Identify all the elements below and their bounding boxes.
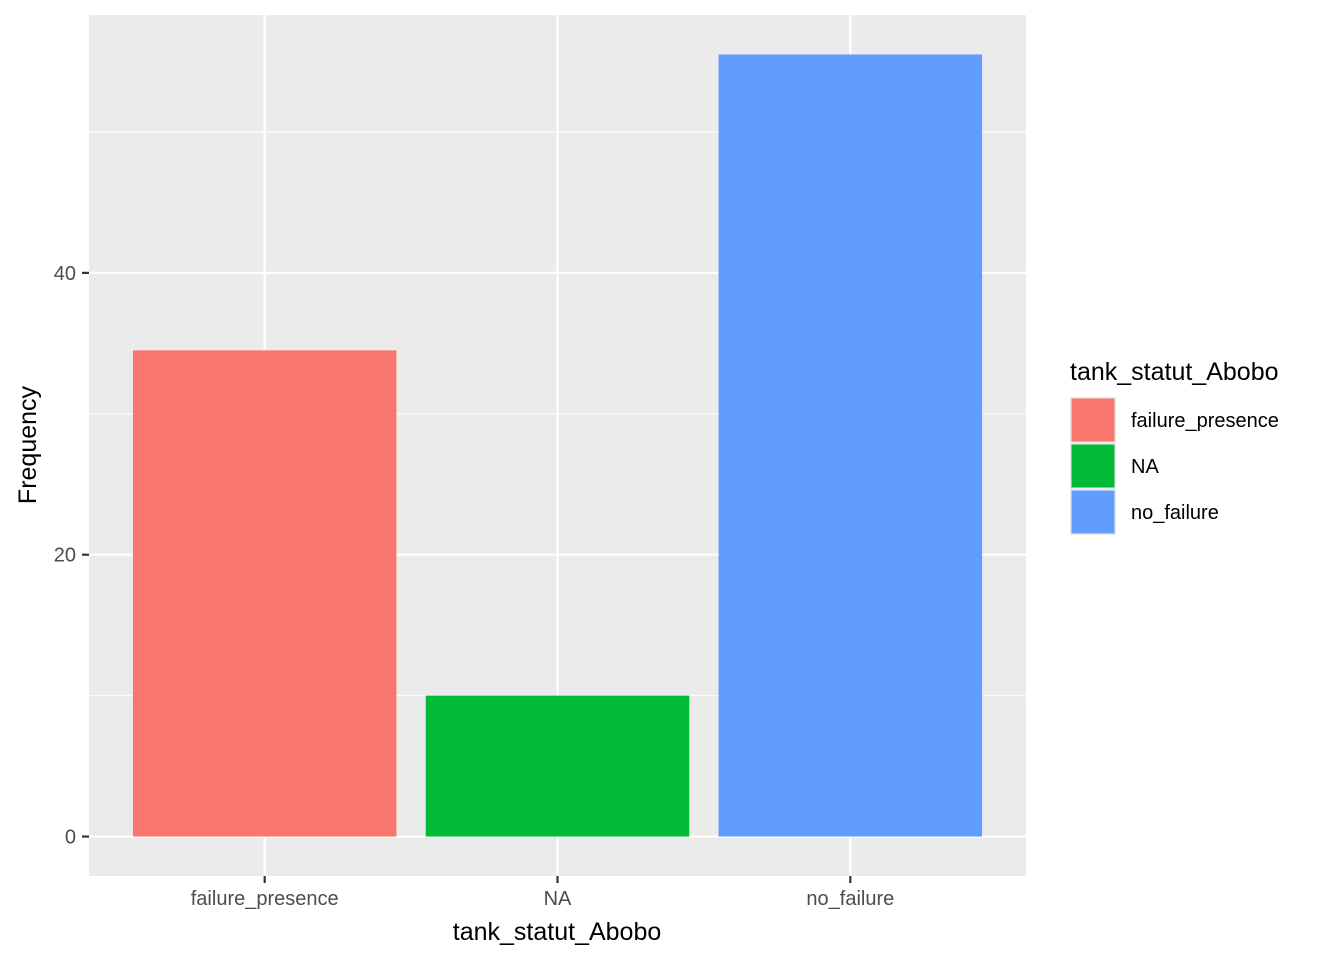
bar-no-failure: [718, 54, 983, 837]
y-tick-label: 20: [54, 545, 76, 567]
y-tick-label: 0: [65, 827, 76, 849]
legend-entry-label: no_failure: [1131, 502, 1219, 524]
legend-key-swatch: [1071, 398, 1115, 442]
x-tick-label: no_failure: [806, 888, 894, 910]
legend-key-swatch: [1071, 490, 1115, 534]
legend-title: tank_statut_Abobo: [1070, 358, 1279, 386]
bars: [132, 54, 983, 837]
x-tick-label: NA: [544, 888, 572, 910]
x-axis-title: tank_statut_Abobo: [453, 918, 662, 946]
bar-na: [425, 695, 690, 837]
y-axis: 0 20 40: [54, 263, 89, 849]
bar-failure-presence: [132, 350, 397, 837]
legend-entry-label: failure_presence: [1131, 410, 1279, 432]
legend-entry-label: NA: [1131, 456, 1159, 478]
x-tick-label: failure_presence: [191, 888, 339, 910]
x-axis: failure_presence NA no_failure: [191, 876, 894, 910]
legend-key-swatch: [1071, 444, 1115, 488]
legend: tank_statut_Abobo failure_presence NA no_f…: [1070, 358, 1279, 535]
y-tick-label: 40: [54, 263, 76, 285]
y-axis-title: Frequency: [14, 385, 42, 504]
